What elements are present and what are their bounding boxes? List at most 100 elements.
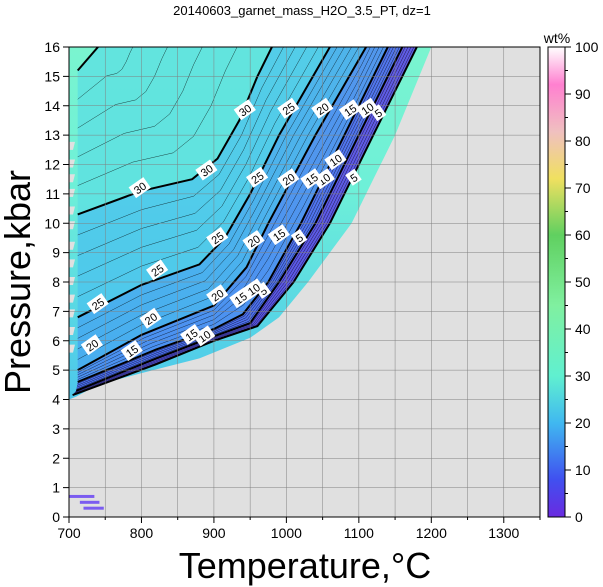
field-strip-20	[77, 47, 367, 371]
contour-label: 20	[139, 307, 162, 329]
contour-label: 30	[195, 159, 218, 181]
colorbar-tick-label: 50	[575, 274, 591, 290]
field-strip-25	[77, 47, 330, 318]
left-edge-gap	[69, 259, 75, 268]
x-tick-label: 1100	[344, 525, 374, 541]
contour-label-bg	[120, 340, 143, 362]
contour-label-text: 30	[132, 180, 149, 197]
contour-label: 15	[338, 99, 362, 121]
contour-label-text: 20	[210, 288, 227, 305]
contour-label-bg	[267, 224, 290, 246]
y-tick-label: 3	[52, 421, 60, 437]
contour-label-text: 25	[210, 230, 227, 247]
contour-label-text: 5	[294, 232, 306, 245]
contour-label: 10	[312, 168, 335, 190]
colorbar-tick-label: 60	[575, 227, 591, 243]
contour-label: 25	[206, 227, 229, 248]
contour-label-bg	[206, 284, 229, 306]
y-tick-label: 8	[52, 274, 60, 290]
y-tick-label: 0	[52, 509, 60, 525]
contour-label-text: 25	[281, 101, 298, 118]
colorbar-tick-label: 90	[575, 86, 591, 102]
contour-label: 10	[356, 97, 379, 119]
contour-label-bg	[338, 99, 362, 121]
contour-label-text: 25	[90, 296, 107, 313]
y-tick-label: 10	[44, 215, 60, 231]
contour-label-bg	[345, 168, 362, 186]
contour-label-bg	[146, 259, 169, 281]
y-tick-label: 14	[44, 98, 60, 114]
contour-label-bg	[229, 287, 252, 309]
contour-label: 25	[246, 166, 269, 188]
colorbar: wt% 0 10 20 30 40 50 60 70 80 90 100	[543, 30, 599, 525]
x-tick-label: 1300	[488, 525, 519, 541]
contour-label-text: 25	[150, 263, 167, 280]
colorbar-tick-label: 70	[575, 180, 591, 196]
colorbar-tick-label: 0	[575, 509, 583, 525]
contour-minor	[77, 47, 238, 186]
contour-label: 15	[120, 340, 143, 362]
contour-label: 10	[324, 149, 347, 171]
contour-label-bg	[277, 168, 300, 190]
colorbar-tick-label: 20	[575, 415, 591, 431]
field-strip-30	[77, 47, 272, 215]
contour-label-bg	[128, 177, 151, 199]
contour-label-bg	[195, 159, 218, 181]
contour-minor	[76, 47, 400, 390]
contour-label-text: 15	[342, 103, 359, 120]
contour-minor	[73, 47, 415, 395]
contour-label-bg	[356, 97, 379, 119]
contour-label-bg	[277, 97, 300, 119]
contour-minor	[76, 47, 397, 388]
contour-label: 15	[300, 168, 323, 190]
colorbar-ticks: 0 10 20 30 40 50 60 70 80 90 100	[565, 39, 599, 525]
x-tick-label: 900	[202, 525, 226, 541]
left-edge-gap	[69, 241, 75, 250]
stray-data-bar	[83, 506, 104, 510]
left-edge-gap	[69, 159, 75, 168]
contour-label-bg	[311, 97, 334, 119]
contour-label-text: 5	[373, 107, 385, 120]
contour-minor	[77, 47, 371, 373]
contour-label: 25	[277, 97, 300, 119]
left-edge-gap	[69, 141, 75, 150]
contour-minor	[77, 47, 376, 376]
contour-label: 30	[233, 99, 256, 121]
x-axis-title: Temperature,°C	[179, 545, 432, 586]
contour-minor	[77, 47, 168, 129]
contour-label-text: 20	[281, 172, 298, 189]
contour-label: 20	[277, 168, 300, 190]
contour-label-bg	[86, 293, 109, 315]
contour-label: 15	[229, 287, 252, 309]
contour-minor	[74, 47, 409, 393]
x-tick-label: 1200	[416, 525, 447, 541]
field-strip-15	[77, 47, 388, 382]
contour-label-bg	[233, 99, 256, 121]
y-tick-label: 7	[52, 303, 60, 319]
contour-label-bg	[80, 334, 104, 356]
contour-15	[77, 47, 389, 383]
colorbar-label: wt%	[543, 30, 570, 46]
x-tick-label: 800	[130, 525, 154, 541]
x-axis-ticks: 700 800 900 1000 1100 1200 1300	[57, 517, 541, 541]
contour-label-bg	[139, 307, 162, 329]
contour-minor	[77, 47, 394, 386]
contour-labels: 5555101010101015151515151520202020202025…	[80, 97, 387, 362]
y-tick-label: 15	[44, 68, 60, 84]
y-tick-label: 6	[52, 333, 60, 349]
grid-lines	[68, 46, 541, 518]
contour-35	[76, 47, 99, 72]
contour-label-text: 15	[233, 291, 250, 308]
contour-minor	[74, 47, 412, 394]
plot-area: 5555101010101015151515151520202020202025…	[68, 46, 541, 518]
left-edge-gap	[69, 188, 75, 197]
contour-label-bg	[324, 149, 347, 171]
contour-label: 20	[311, 97, 334, 119]
left-edge-gap	[69, 294, 75, 303]
contour-label: 20	[206, 284, 229, 306]
contour-label: 30	[128, 177, 151, 199]
y-tick-label: 13	[44, 127, 60, 143]
contour-label-text: 30	[199, 163, 216, 180]
contour-label-text: 20	[84, 338, 101, 355]
